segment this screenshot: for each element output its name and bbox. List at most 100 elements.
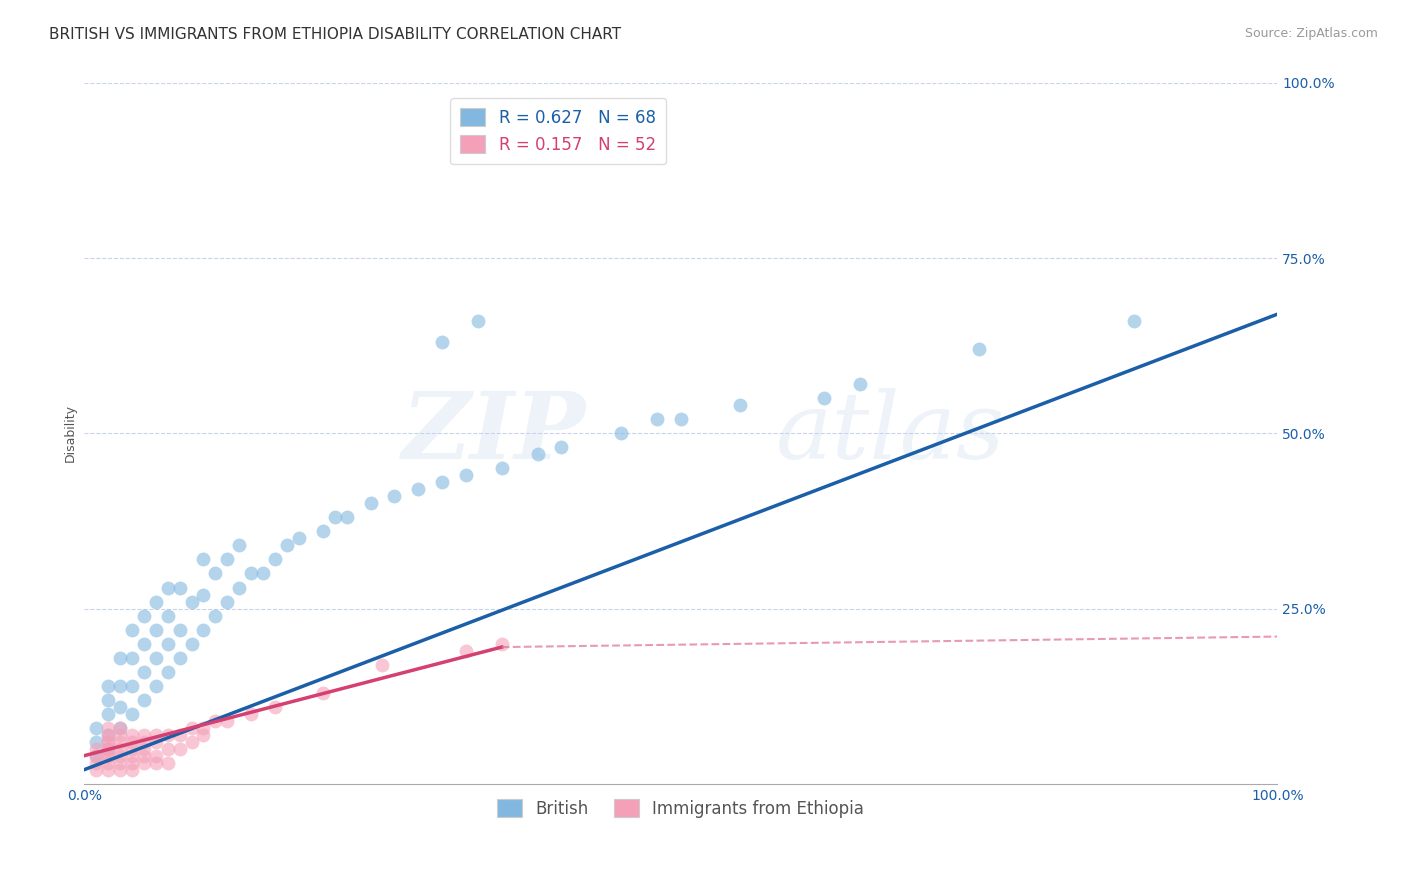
Point (264, 699, 287, 714)
Point (132, 756, 155, 770)
Point (180, 734, 202, 748)
Point (169, 741, 191, 756)
Point (156, 756, 179, 770)
Point (108, 756, 131, 770)
Point (97, 756, 120, 770)
Point (454, 468, 477, 483)
Point (430, 475, 453, 490)
Point (132, 748, 155, 763)
Point (193, 552, 215, 566)
Point (108, 748, 131, 763)
Point (108, 728, 131, 742)
Point (121, 679, 143, 693)
Point (240, 566, 263, 581)
Point (145, 594, 167, 608)
Point (730, 398, 752, 412)
Point (97, 741, 120, 756)
Point (169, 728, 191, 742)
Point (145, 679, 167, 693)
Point (1123, 314, 1146, 328)
Point (491, 636, 513, 650)
Text: atlas: atlas (776, 388, 1005, 478)
Point (97, 728, 120, 742)
Point (132, 636, 155, 650)
Point (84, 763, 107, 777)
Point (382, 490, 405, 504)
Point (132, 728, 155, 742)
Point (156, 636, 179, 650)
Point (145, 623, 167, 637)
Point (193, 721, 215, 735)
Point (217, 714, 239, 728)
Text: Source: ZipAtlas.com: Source: ZipAtlas.com (1244, 27, 1378, 40)
Point (228, 581, 250, 595)
Point (312, 524, 335, 539)
Point (84, 734, 107, 748)
Point (967, 343, 990, 357)
Point (217, 594, 239, 608)
Point (84, 756, 107, 770)
Point (145, 734, 167, 748)
Point (121, 763, 143, 777)
Point (526, 447, 548, 461)
Point (97, 734, 120, 748)
Point (193, 623, 215, 637)
Point (132, 741, 155, 756)
Point (848, 377, 870, 392)
Point (156, 665, 179, 679)
Point (180, 636, 202, 650)
Point (97, 741, 120, 756)
Point (132, 608, 155, 623)
Point (108, 721, 131, 735)
Point (132, 692, 155, 706)
Point (169, 623, 191, 637)
Point (108, 679, 131, 693)
Point (108, 699, 131, 714)
Point (145, 756, 167, 770)
Point (97, 692, 120, 706)
Point (97, 679, 120, 693)
Point (97, 728, 120, 742)
Point (180, 721, 202, 735)
Point (121, 756, 143, 770)
Point (145, 748, 167, 763)
Point (204, 714, 226, 728)
Point (121, 734, 143, 748)
Point (323, 510, 346, 524)
Point (371, 657, 394, 672)
Point (336, 510, 359, 524)
Point (108, 721, 131, 735)
Point (84, 721, 107, 735)
Point (264, 552, 287, 566)
Point (145, 728, 167, 742)
Point (467, 314, 489, 328)
Point (121, 706, 143, 721)
Text: BRITISH VS IMMIGRANTS FROM ETHIOPIA DISABILITY CORRELATION CHART: BRITISH VS IMMIGRANTS FROM ETHIOPIA DISA… (49, 27, 621, 42)
Point (204, 566, 226, 581)
Point (156, 728, 179, 742)
Point (360, 496, 382, 510)
Point (240, 706, 263, 721)
Point (97, 748, 120, 763)
Point (491, 461, 513, 475)
Point (204, 608, 226, 623)
Point (108, 741, 131, 756)
Point (108, 763, 131, 777)
Point (108, 650, 131, 665)
Point (454, 643, 477, 657)
Point (84, 748, 107, 763)
Point (84, 748, 107, 763)
Point (252, 566, 274, 581)
Point (312, 685, 335, 699)
Point (610, 426, 633, 441)
Point (169, 581, 191, 595)
Point (169, 650, 191, 665)
Point (132, 665, 155, 679)
Point (121, 650, 143, 665)
Point (132, 734, 155, 748)
Point (145, 650, 167, 665)
Point (97, 706, 120, 721)
Point (97, 734, 120, 748)
Point (180, 594, 202, 608)
Point (276, 539, 298, 553)
